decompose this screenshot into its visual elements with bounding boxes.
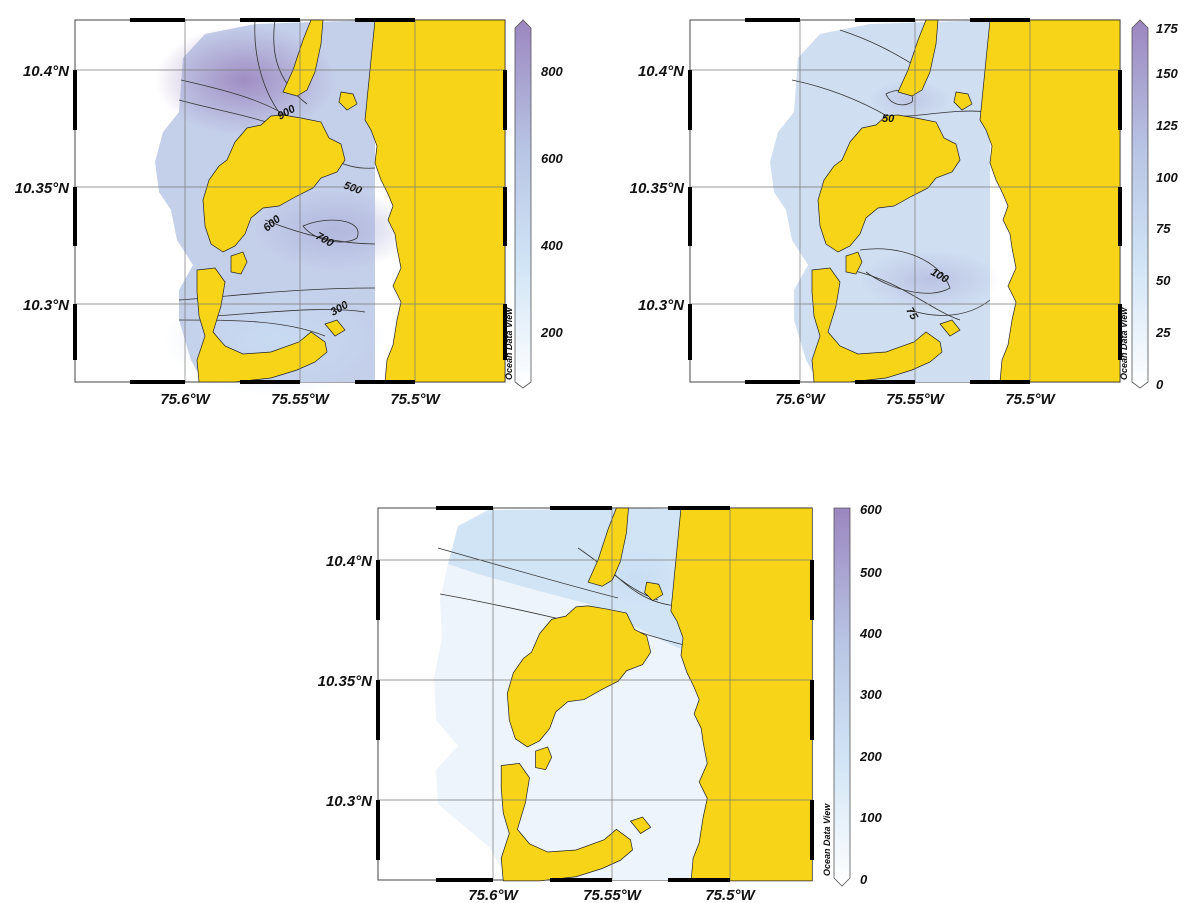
- lat-label: 10.4°N: [326, 553, 373, 570]
- gridded-field-high: [448, 508, 708, 648]
- colorbar-tick: 300: [860, 687, 882, 702]
- graticule: [75, 20, 505, 382]
- lat-label: 10.3°N: [23, 297, 70, 314]
- colorbar-tick: 100: [860, 810, 882, 825]
- lat-label: 10.35°N: [318, 673, 374, 690]
- colorbar-tick: 800: [541, 64, 563, 79]
- lon-label: 75.6°W: [775, 391, 826, 408]
- colorbar-tick: 25: [1155, 325, 1171, 340]
- colorbar-tick: 0: [860, 872, 868, 887]
- lon-label: 75.6°W: [468, 887, 519, 903]
- colorbar-tick: 0: [1156, 377, 1164, 392]
- lat-label: 10.4°N: [23, 63, 70, 80]
- colorbar-ramp: [514, 19, 532, 389]
- map-panel-1: 900 500 600 700 300 75.6°W 75.55°W 75.5°…: [15, 18, 507, 408]
- colorbar-tick: 125: [1156, 118, 1178, 133]
- colorbar-tick: 175: [1156, 21, 1178, 36]
- graticule: [690, 20, 1120, 382]
- lat-label: 10.35°N: [630, 180, 686, 197]
- frame-ticks: [73, 18, 507, 384]
- colorbar-1: 800 600 400 200: [514, 19, 563, 389]
- colorbar-tick: 200: [540, 325, 563, 340]
- colorbar-tick: 600: [860, 502, 882, 517]
- colorbar-ramp: [1131, 19, 1149, 389]
- lon-label: 75.55°W: [886, 391, 946, 408]
- lon-label: 75.6°W: [160, 391, 211, 408]
- colorbar-tick: 75: [1156, 221, 1171, 236]
- map-panel-3: 75.6°W 75.55°W 75.5°W 10.4°N 10.35°N 10.…: [318, 506, 814, 903]
- colorbar-tick: 50: [1156, 273, 1171, 288]
- colorbar-tick: 500: [860, 565, 882, 580]
- watermark: Ocean Data View: [504, 307, 514, 380]
- lat-label: 10.3°N: [638, 297, 685, 314]
- frame-ticks: [688, 18, 1122, 384]
- colorbar-3: 600 500 400 300 200 100 0: [833, 502, 882, 887]
- colorbar-tick: 100: [1156, 170, 1178, 185]
- frame-ticks: [376, 506, 814, 882]
- colorbar-tick: 400: [859, 626, 882, 641]
- watermark: Ocean Data View: [822, 803, 832, 876]
- lon-label: 75.55°W: [583, 887, 643, 903]
- colorbar-tick: 400: [540, 238, 563, 253]
- map-panel-2: 50 100 75 75.6°W 75.55°W 75.5°W 10.4°N 1…: [630, 18, 1122, 408]
- colorbar-tick: 200: [859, 749, 882, 764]
- colorbar-tick: 600: [541, 151, 563, 166]
- colorbar-ramp: [833, 507, 851, 887]
- lon-label: 75.5°W: [1005, 391, 1056, 408]
- contour-label: 50: [882, 113, 895, 125]
- lat-label: 10.35°N: [15, 180, 71, 197]
- lon-label: 75.5°W: [390, 391, 441, 408]
- lon-label: 75.55°W: [271, 391, 331, 408]
- watermark: Ocean Data View: [1119, 307, 1129, 380]
- colorbar-tick: 150: [1156, 66, 1178, 81]
- lon-label: 75.5°W: [705, 887, 756, 903]
- colorbar-2: 175 150 125 100 75 50 25 0: [1131, 19, 1178, 392]
- lat-label: 10.4°N: [638, 63, 685, 80]
- graticule: [378, 508, 812, 880]
- lat-label: 10.3°N: [326, 793, 373, 810]
